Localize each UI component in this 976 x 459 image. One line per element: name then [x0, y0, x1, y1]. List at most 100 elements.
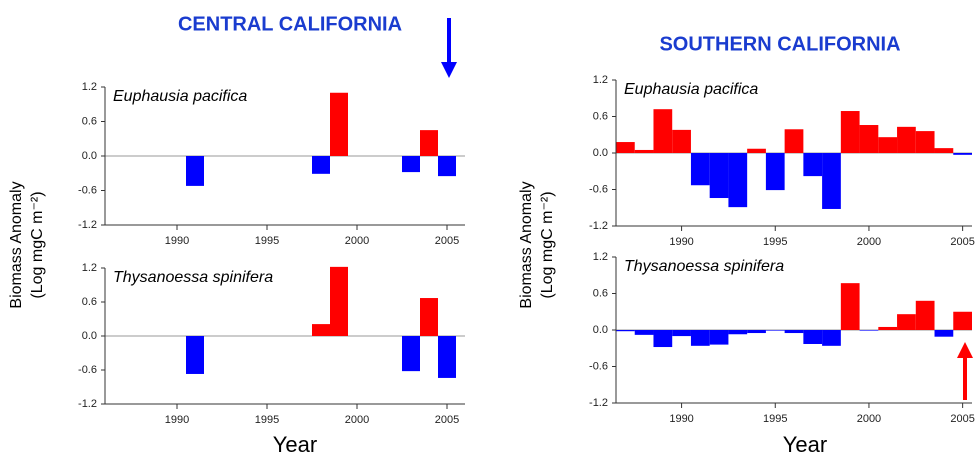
region-title: CENTRAL CALIFORNIA [178, 13, 402, 35]
y-tick-label: -0.6 [78, 184, 97, 196]
bar [915, 300, 935, 330]
bar [747, 330, 766, 334]
bar [653, 109, 673, 153]
x-tick-label: 1995 [255, 235, 279, 247]
bar [915, 131, 935, 153]
y-tick-label: 1.2 [593, 251, 608, 263]
y-tick-label: 0.6 [82, 296, 97, 308]
x-tick-label: 2000 [857, 236, 881, 248]
annotation: Thysanoessa spinifera [113, 269, 273, 286]
y-tick-label: -0.6 [589, 183, 608, 195]
x-tick-label: 2000 [857, 413, 881, 425]
x-axis-label: Year [273, 432, 317, 457]
arrow-blue [441, 18, 457, 78]
y-tick-label: 0.6 [82, 115, 97, 127]
y-tick-label: 0.0 [593, 147, 608, 159]
bar [709, 330, 729, 345]
annotation: Euphausia pacifica [624, 81, 758, 98]
bar [420, 298, 438, 336]
x-tick-label: 1990 [669, 413, 693, 425]
bar [840, 283, 860, 330]
bar [616, 142, 635, 153]
bar [953, 311, 972, 330]
x-tick-label: 2000 [345, 235, 369, 247]
y-axis-label: Biomass Anomaly [8, 181, 25, 308]
bar [438, 156, 456, 177]
bar [859, 125, 879, 153]
bar [897, 314, 916, 330]
bar [672, 330, 691, 337]
x-tick-label: 1990 [669, 236, 693, 248]
bar [438, 336, 456, 378]
bar [878, 137, 898, 153]
bar [859, 330, 879, 331]
bar [186, 156, 204, 186]
x-axis-label: Year [783, 432, 827, 457]
y-axis-label: Biomass Anomaly [518, 181, 535, 308]
y-tick-label: 0.0 [82, 150, 97, 162]
bar [728, 153, 748, 208]
y-tick-label: 1.2 [82, 262, 97, 274]
y-tick-label: -1.2 [78, 219, 97, 231]
y-tick-label: -1.2 [589, 397, 608, 409]
y-tick-label: -1.2 [78, 398, 97, 410]
bar [803, 153, 823, 177]
bar [186, 336, 204, 374]
x-tick-label: 2005 [950, 413, 974, 425]
bar [690, 330, 710, 346]
bar [402, 156, 420, 173]
bar [653, 330, 673, 348]
y-axis-label: (Log mgC m⁻²) [539, 191, 556, 298]
bar [420, 130, 438, 156]
y-tick-label: 0.0 [82, 330, 97, 342]
y-tick-label: 0.6 [593, 287, 608, 299]
x-tick-label: 2005 [435, 235, 459, 247]
y-tick-label: 1.2 [82, 81, 97, 93]
x-tick-label: 1995 [763, 413, 787, 425]
bar [822, 330, 841, 346]
region-title: SOUTHERN CALIFORNIA [659, 33, 900, 55]
x-tick-label: 1990 [165, 414, 189, 426]
x-tick-label: 2000 [345, 414, 369, 426]
bar [728, 330, 748, 335]
bar [747, 148, 766, 153]
bar [822, 153, 841, 209]
bar [330, 266, 348, 336]
bar [878, 326, 898, 330]
bar [765, 330, 785, 331]
y-tick-label: -0.6 [589, 360, 608, 372]
annotation: Thysanoessa spinifera [624, 258, 784, 275]
x-tick-label: 1995 [255, 414, 279, 426]
bar [312, 156, 330, 174]
y-tick-label: 0.6 [593, 110, 608, 122]
y-tick-label: 1.2 [593, 74, 608, 86]
x-tick-label: 2005 [950, 236, 974, 248]
bar [803, 330, 823, 344]
bar [709, 153, 729, 199]
annotation: Euphausia pacifica [113, 88, 247, 105]
bar [784, 330, 804, 334]
bar [690, 153, 710, 186]
bar [616, 330, 635, 332]
bar [784, 129, 804, 153]
bar [934, 330, 954, 337]
bar [897, 126, 916, 153]
x-tick-label: 1995 [763, 236, 787, 248]
bar [634, 149, 654, 153]
bar [672, 129, 691, 153]
bar [402, 336, 420, 372]
bar [953, 153, 972, 155]
bar [840, 111, 860, 153]
bar [934, 148, 954, 153]
arrow-red [957, 342, 973, 400]
x-tick-label: 2005 [435, 414, 459, 426]
bar [330, 92, 348, 156]
bar [312, 324, 330, 336]
y-tick-label: -0.6 [78, 364, 97, 376]
x-tick-label: 1990 [165, 235, 189, 247]
bar [634, 330, 654, 335]
y-tick-label: -1.2 [589, 220, 608, 232]
y-tick-label: 0.0 [593, 324, 608, 336]
